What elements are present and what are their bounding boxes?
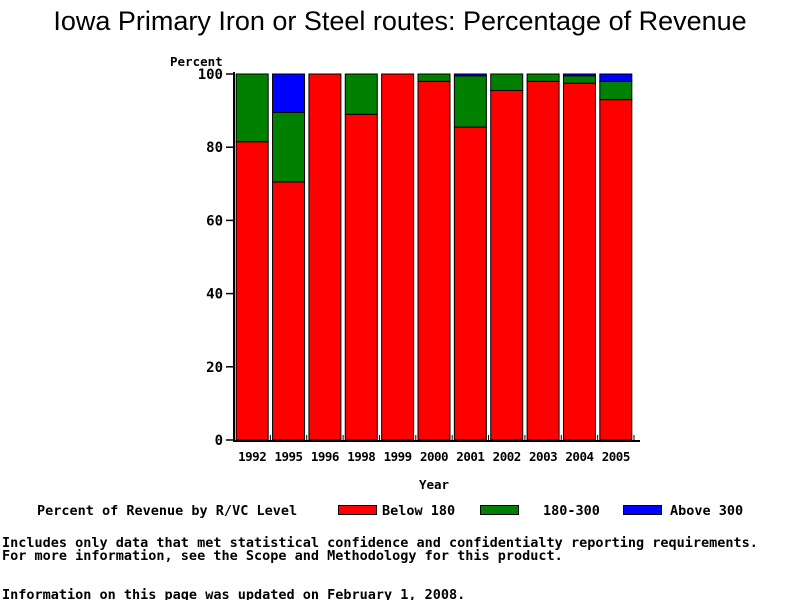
legend-entry-180-300: 180-300 [543,503,600,519]
y-tick-label: 40 [206,287,223,303]
bar-segment-2000-180-300 [417,73,451,82]
bar-segment-2003-180-300 [526,73,560,82]
bar-segment-1999-below-180 [381,73,415,441]
bar-segment-2001-180-300 [453,75,487,128]
bar-segment-2005-above-300 [599,73,633,82]
legend-entry-below-180: Below 180 [382,503,456,519]
bar-segment-2002-below-180 [490,89,524,441]
y-tick-label: 80 [206,140,223,156]
x-tick-label: 2004 [565,449,593,464]
y-axis-title: Percent [170,54,223,69]
y-tick-label: 60 [206,213,223,229]
x-tick-label: 2000 [420,449,448,464]
footnote-line-2: For more information, see the Scope and … [2,548,563,564]
bar-segment-1995-180-300 [272,111,306,183]
bar-segment-2003-below-180 [526,80,560,441]
bar-segment-1995-below-180 [272,181,306,441]
x-tick-label: 2001 [456,449,484,464]
bar-segment-2005-180-300 [599,80,633,101]
y-tick-label: 0 [215,433,223,449]
bar-segment-2001-above-300 [453,73,487,77]
x-axis-title: Year [419,477,450,492]
bar-segment-1998-below-180 [344,113,378,441]
x-tick-label: 1999 [384,449,412,464]
x-tick-label: 2003 [529,449,557,464]
bar-segment-1998-180-300 [344,73,378,115]
bar-segment-2004-180-300 [562,75,596,84]
bar-segment-2000-below-180 [417,80,451,441]
bar-segment-2001-below-180 [453,126,487,441]
x-tick-label: 1992 [238,449,266,464]
footnote-line-1: Includes only data that met statistical … [2,535,758,551]
bar-segment-1995-above-300 [272,73,306,113]
stacked-bar-chart: Percent 0 20 40 60 80 100 1992 1995 1996 1998 1999 2… [170,54,640,492]
legend-label: Percent of Revenue by R/VC Level [37,503,298,519]
y-tick-label: 20 [206,360,223,376]
bar-segment-1992-180-300 [235,73,269,143]
bar-segment-2005-below-180 [599,99,633,441]
footnote-line-3: Information on this page was updated on … [2,587,466,600]
bar-segment-1992-below-180 [235,141,269,441]
x-tick-label: 1996 [311,449,339,464]
x-tick-label: 2005 [602,449,630,464]
bar-segment-1996-below-180 [308,73,342,441]
legend-swatch-180-300 [480,505,519,515]
legend-swatch-above-300 [623,505,662,515]
bar-segment-2004-above-300 [562,73,596,77]
x-tick-label: 2002 [493,449,521,464]
legend-entry-above-300: Above 300 [670,503,744,519]
x-tick-label: 1998 [347,449,375,464]
chart-title: Iowa Primary Iron or Steel routes: Perce… [53,6,747,36]
bar-segment-2004-below-180 [562,82,596,441]
legend-swatch-below-180 [338,505,377,515]
x-tick-label: 1995 [274,449,302,464]
y-tick-label: 100 [198,67,223,83]
bar-segment-2002-180-300 [490,73,524,91]
